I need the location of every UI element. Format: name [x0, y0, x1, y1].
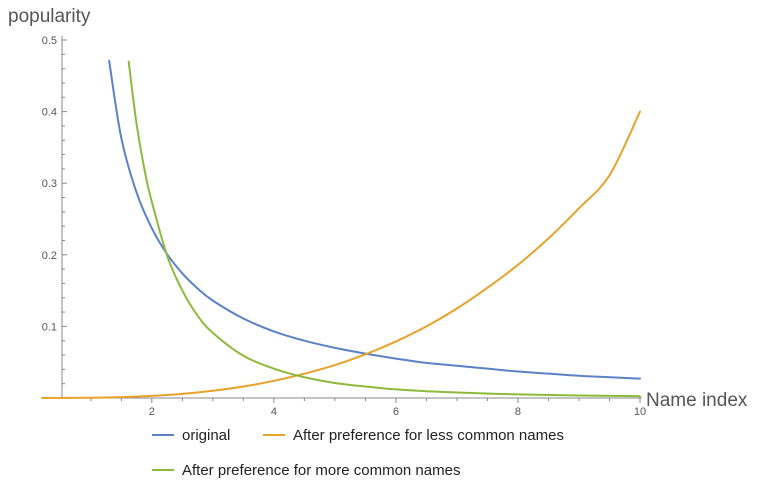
series-lines: [41, 59, 641, 399]
series-line-3: [127, 60, 641, 398]
legend-label-2: After preference for less common names: [293, 427, 564, 444]
x-tick-label: 4: [271, 406, 277, 418]
y-tick-label: 0.4: [42, 107, 57, 119]
y-tick-label: 0.1: [42, 321, 57, 333]
x-tick-label: 6: [393, 406, 399, 418]
legend-label-1: original: [182, 427, 230, 444]
y-axis-title: popularity: [8, 6, 91, 27]
series-line-2: [41, 110, 641, 399]
x-axis-title: Name index: [646, 390, 748, 411]
x-tick-label: 8: [515, 406, 521, 418]
legend-label-3: After preference for more common names: [182, 462, 460, 479]
y-tick-label: 0.5: [42, 35, 57, 47]
x-tick-label: 10: [634, 406, 646, 418]
y-tick-label: 0.2: [42, 250, 57, 262]
y-axis-ticks: 0.1 0.2 0.3 0.4 0.5: [42, 35, 67, 385]
axes: [42, 36, 642, 399]
x-tick-label: 2: [149, 406, 155, 418]
x-axis-ticks: 2 4 6 8 10: [90, 398, 646, 418]
series-line-1: [108, 59, 641, 380]
legend: original After preference for less common…: [152, 427, 564, 479]
y-tick-label: 0.3: [42, 178, 57, 190]
